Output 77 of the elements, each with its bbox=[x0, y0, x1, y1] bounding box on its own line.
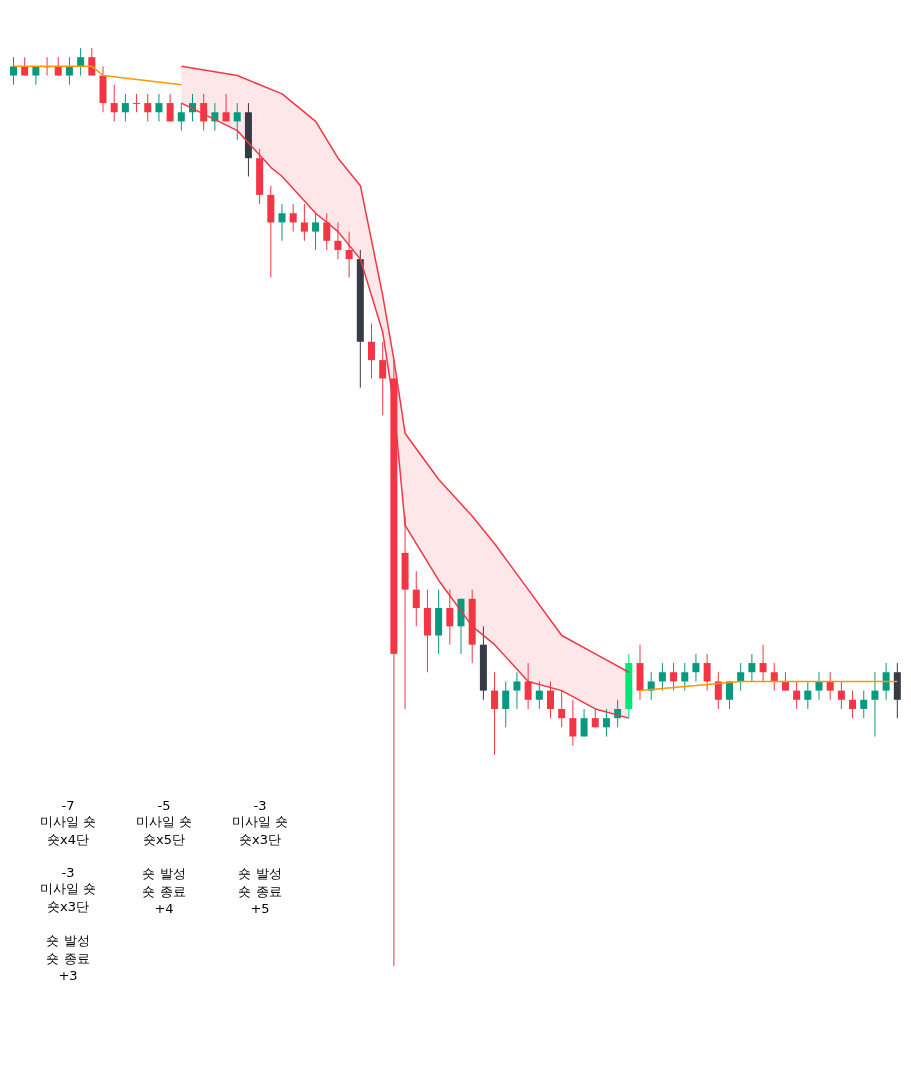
annotation: 미사일 숏 bbox=[134, 813, 194, 831]
candlestick bbox=[681, 662, 689, 692]
candlestick bbox=[502, 680, 510, 728]
annotation: 숏x3단 bbox=[238, 831, 282, 849]
candlestick bbox=[849, 690, 857, 719]
candlestick bbox=[144, 93, 152, 122]
candlestick bbox=[323, 212, 331, 251]
candlestick bbox=[781, 671, 789, 692]
candlestick bbox=[748, 653, 756, 682]
annotation: 숏x3단 bbox=[46, 898, 90, 916]
candlestick bbox=[77, 48, 85, 77]
candlestick bbox=[155, 93, 163, 122]
candlestick bbox=[491, 671, 499, 756]
candlestick bbox=[770, 662, 778, 692]
annotation: 숏 종료 bbox=[141, 883, 187, 901]
annotation: +4 bbox=[153, 901, 175, 916]
candlestick bbox=[793, 680, 801, 710]
candlestick bbox=[166, 93, 174, 122]
candlestick bbox=[860, 690, 868, 719]
candlestick bbox=[222, 93, 230, 122]
candlestick bbox=[312, 212, 320, 251]
candlestick bbox=[368, 322, 375, 379]
candlestick bbox=[670, 662, 678, 692]
candlestick bbox=[133, 93, 141, 113]
candlestick bbox=[871, 671, 879, 737]
candlestick bbox=[658, 662, 666, 692]
annotation: 미사일 숏 bbox=[230, 813, 290, 831]
candlestick bbox=[513, 671, 521, 710]
candlestick bbox=[815, 671, 823, 701]
candlestick bbox=[379, 341, 387, 416]
annotation: -5 bbox=[156, 798, 172, 813]
candlestick bbox=[826, 671, 834, 701]
candlestick bbox=[289, 203, 297, 233]
annotation: 숏x5단 bbox=[142, 831, 186, 849]
annotation: 숏 발성 bbox=[141, 865, 187, 883]
annotation: +5 bbox=[249, 901, 271, 916]
annotation: 숏 발성 bbox=[237, 865, 283, 883]
candlestick bbox=[278, 203, 286, 242]
candlestick bbox=[580, 708, 588, 737]
candlestick bbox=[54, 56, 62, 77]
candlestick bbox=[65, 56, 73, 86]
annotation: 숏x4단 bbox=[46, 831, 90, 849]
candlestick bbox=[647, 671, 655, 701]
candlestick bbox=[602, 708, 610, 737]
candlestick bbox=[345, 231, 353, 278]
candlestick bbox=[804, 680, 812, 710]
candlestick bbox=[88, 48, 96, 77]
annotation: 미사일 숏 bbox=[38, 880, 98, 898]
annotation: 숏 종료 bbox=[237, 883, 283, 901]
candlestick bbox=[737, 662, 745, 692]
annotation: 미사일 숏 bbox=[38, 813, 98, 831]
candlestick bbox=[535, 680, 543, 710]
annotation: -3 bbox=[252, 798, 268, 813]
candlestick bbox=[714, 671, 722, 710]
candlestick bbox=[177, 102, 185, 132]
candlestick bbox=[882, 662, 890, 701]
candlestick bbox=[233, 102, 241, 141]
candlestick bbox=[21, 56, 29, 77]
candlestick bbox=[703, 653, 711, 692]
candlestick bbox=[10, 56, 17, 86]
annotation: -3 bbox=[60, 865, 76, 880]
candlestick bbox=[412, 570, 420, 627]
candlestick bbox=[837, 680, 845, 710]
candlestick bbox=[524, 662, 532, 710]
candlestick bbox=[110, 84, 118, 122]
candlestick bbox=[446, 589, 454, 646]
candlestick bbox=[334, 221, 342, 260]
candlestick bbox=[300, 203, 308, 242]
candlestick bbox=[569, 699, 577, 747]
candlestick bbox=[759, 644, 767, 682]
candlestick bbox=[121, 93, 129, 122]
annotation: -7 bbox=[60, 798, 76, 813]
candlestick bbox=[726, 680, 733, 710]
candlestick bbox=[692, 653, 700, 682]
text: +3 bbox=[57, 968, 79, 983]
annotation: 숏 종료 bbox=[45, 950, 91, 968]
annotation: 숏 발성 bbox=[45, 932, 91, 950]
